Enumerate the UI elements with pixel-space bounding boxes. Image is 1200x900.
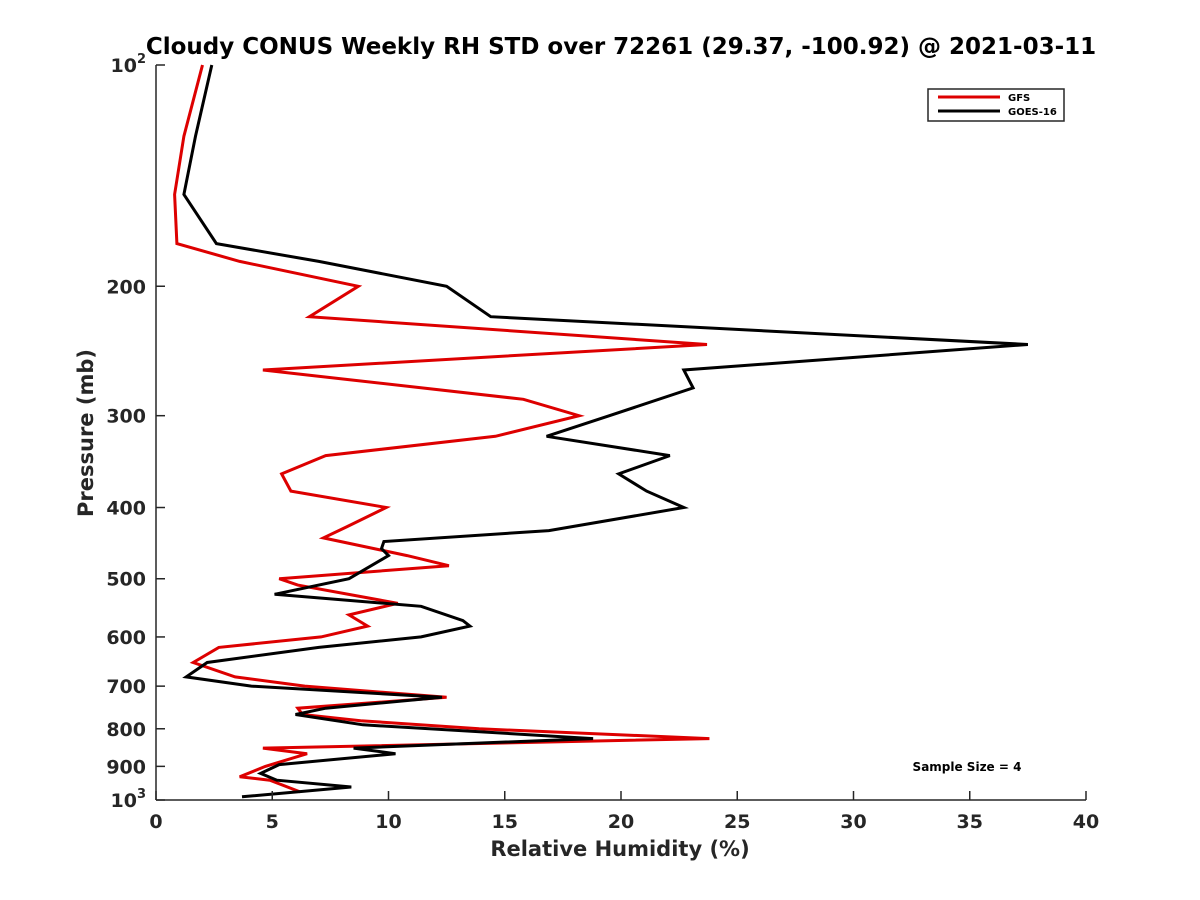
y-axis-label: Pressure (mb) [74,349,98,517]
plot-lines [173,64,1029,799]
x-tick-label: 40 [1073,811,1099,833]
legend-label: GFS [1008,93,1030,104]
x-tick-label: 20 [608,811,634,833]
x-tick-label: 15 [492,811,518,833]
y-tick-label: 800 [106,719,146,741]
y-tick-label: 103 [111,787,147,812]
x-tick-label: 10 [375,811,401,833]
x-tick-label: 25 [724,811,750,833]
chart-title: Cloudy CONUS Weekly RH STD over 72261 (2… [146,34,1096,60]
y-tick-label: 900 [106,756,146,778]
y-tick-label: 400 [106,498,146,520]
legend-label: GOES-16 [1008,107,1057,118]
x-axis-label: Relative Humidity (%) [490,837,749,861]
series-line-goes-16 [182,64,1029,799]
x-ticks: 0 5 10 15 20 25 30 35 40 [149,791,1099,833]
legend: GFS GOES-16 [927,88,1065,122]
series-line-gfs [173,64,710,794]
x-tick-label: 0 [149,811,162,833]
x-tick-label: 30 [840,811,866,833]
y-tick-label: 300 [106,406,146,428]
sample-size-annotation: Sample Size = 4 [913,760,1022,774]
legend-box [927,88,1065,122]
y-tick-label: 600 [106,627,146,649]
y-ticks: 102 200 300 400 500 600 700 800 900 103 [106,52,165,812]
y-tick-label: 200 [106,276,146,298]
y-tick-label: 500 [106,569,146,591]
x-tick-label: 35 [957,811,983,833]
y-tick-label: 102 [111,52,147,77]
x-tick-label: 5 [266,811,279,833]
y-tick-label: 700 [106,676,146,698]
